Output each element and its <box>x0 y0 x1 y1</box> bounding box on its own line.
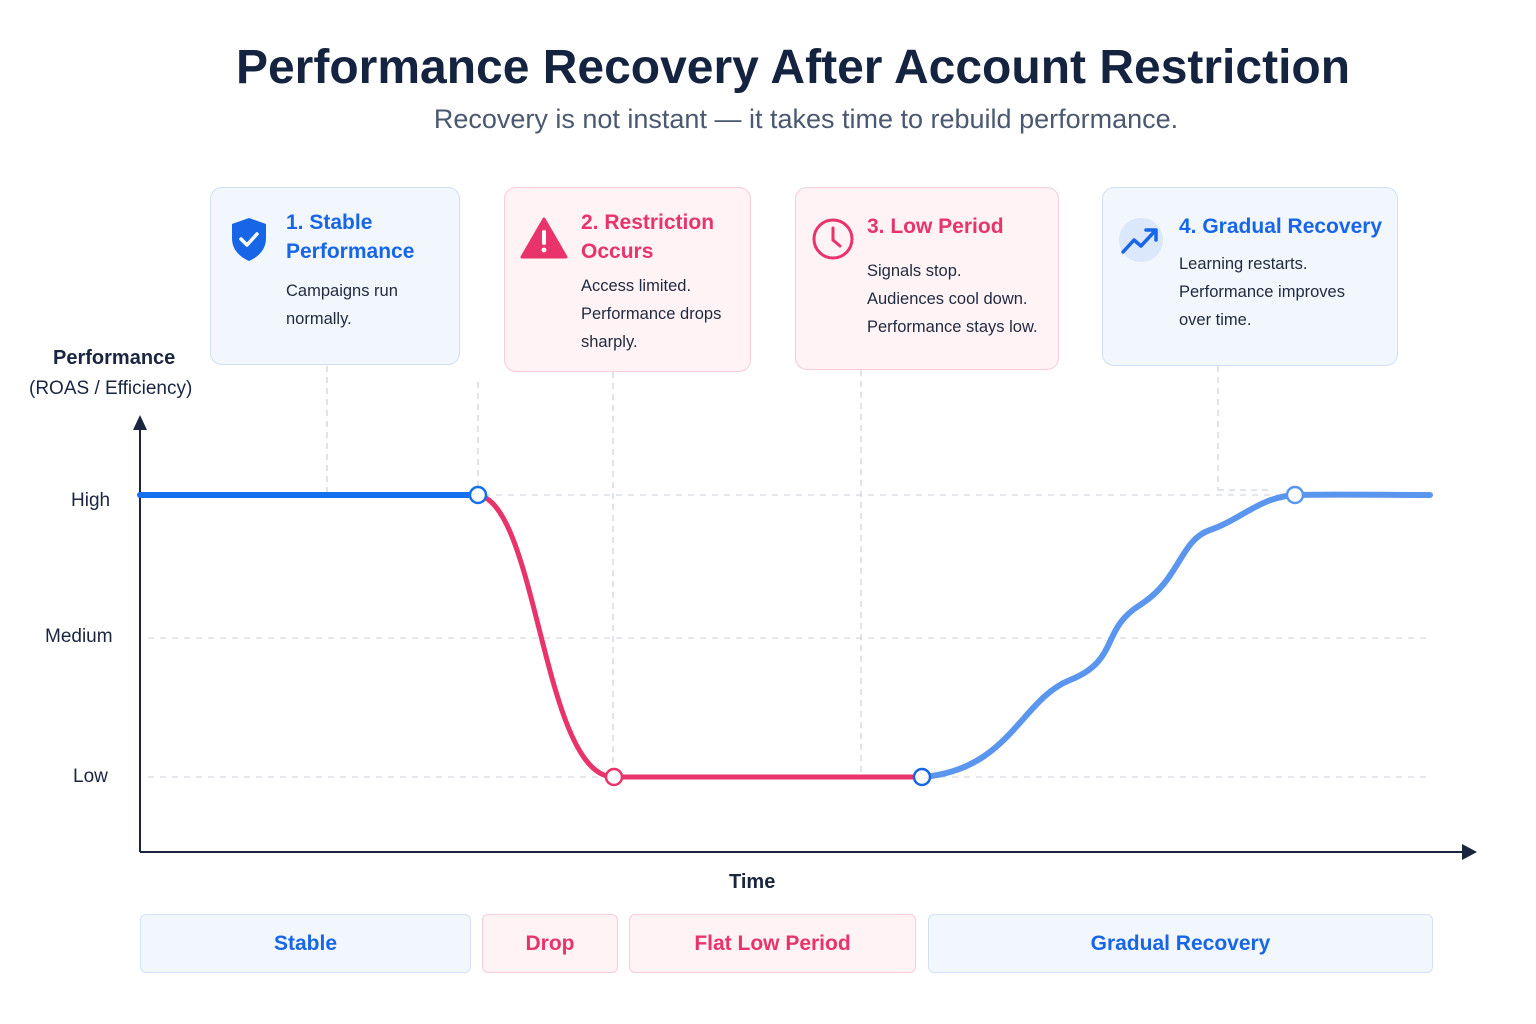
phase-gradual-recovery: Gradual Recovery <box>928 914 1433 973</box>
y-axis-arrow <box>133 415 147 430</box>
card-text: Performance stays low. <box>867 318 1038 336</box>
card-stable-performance: 1. Stable Performance Campaigns run norm… <box>210 187 460 365</box>
card-text: Signals stop. <box>867 262 962 280</box>
y-tick-high: High <box>71 490 111 511</box>
card-low-period: 3. Low Period Signals stop. Audiences co… <box>795 187 1059 370</box>
x-axis-label: Time <box>729 871 776 893</box>
card-text: Audiences cool down. <box>867 290 1028 308</box>
page-title: Performance Recovery After Account Restr… <box>235 41 1351 94</box>
card-title: 3. Low Period <box>867 215 1004 238</box>
phase-drop: Drop <box>482 914 618 973</box>
card-gradual-recovery: 4. Gradual Recovery Learning restarts. P… <box>1102 187 1398 366</box>
marker-point-3 <box>912 767 932 787</box>
clock-icon <box>812 218 854 260</box>
card-text: Campaigns run <box>286 282 398 300</box>
card-restriction-occurs: 2. Restriction Occurs Access limited. Pe… <box>504 187 751 372</box>
x-axis-arrow <box>1462 844 1477 860</box>
trend-up-icon <box>1119 218 1163 262</box>
card-text: Learning restarts. <box>1179 255 1308 273</box>
phase-flat-low-period: Flat Low Period <box>629 914 916 973</box>
card-text: normally. <box>286 310 352 328</box>
y-tick-medium: Medium <box>45 626 113 647</box>
marker-point-4 <box>1285 485 1305 505</box>
y-tick-low: Low <box>73 766 108 787</box>
phase-stable: Stable <box>140 914 471 973</box>
warning-triangle-icon <box>520 217 568 259</box>
card-title: Performance <box>286 240 415 263</box>
card-text: Performance drops <box>581 305 722 323</box>
y-axis-sublabel: (ROAS / Efficiency) <box>29 378 193 399</box>
card-title: 4. Gradual Recovery <box>1179 215 1383 238</box>
card-title: Occurs <box>581 240 654 263</box>
page-subtitle: Recovery is not instant — it takes time … <box>433 104 1179 134</box>
y-axis-label: Performance <box>53 347 176 369</box>
marker-point-1 <box>468 485 488 505</box>
card-title: 1. Stable <box>286 211 373 234</box>
marker-point-2 <box>604 767 624 787</box>
line-recovery <box>919 492 1298 780</box>
card-text: Access limited. <box>581 277 692 295</box>
shield-check-icon <box>232 218 266 261</box>
card-text: over time. <box>1179 311 1252 329</box>
line-drop <box>477 492 615 780</box>
card-title: 2. Restriction <box>581 211 715 234</box>
card-text: Performance improves <box>1179 283 1345 301</box>
card-text: sharply. <box>581 333 638 351</box>
